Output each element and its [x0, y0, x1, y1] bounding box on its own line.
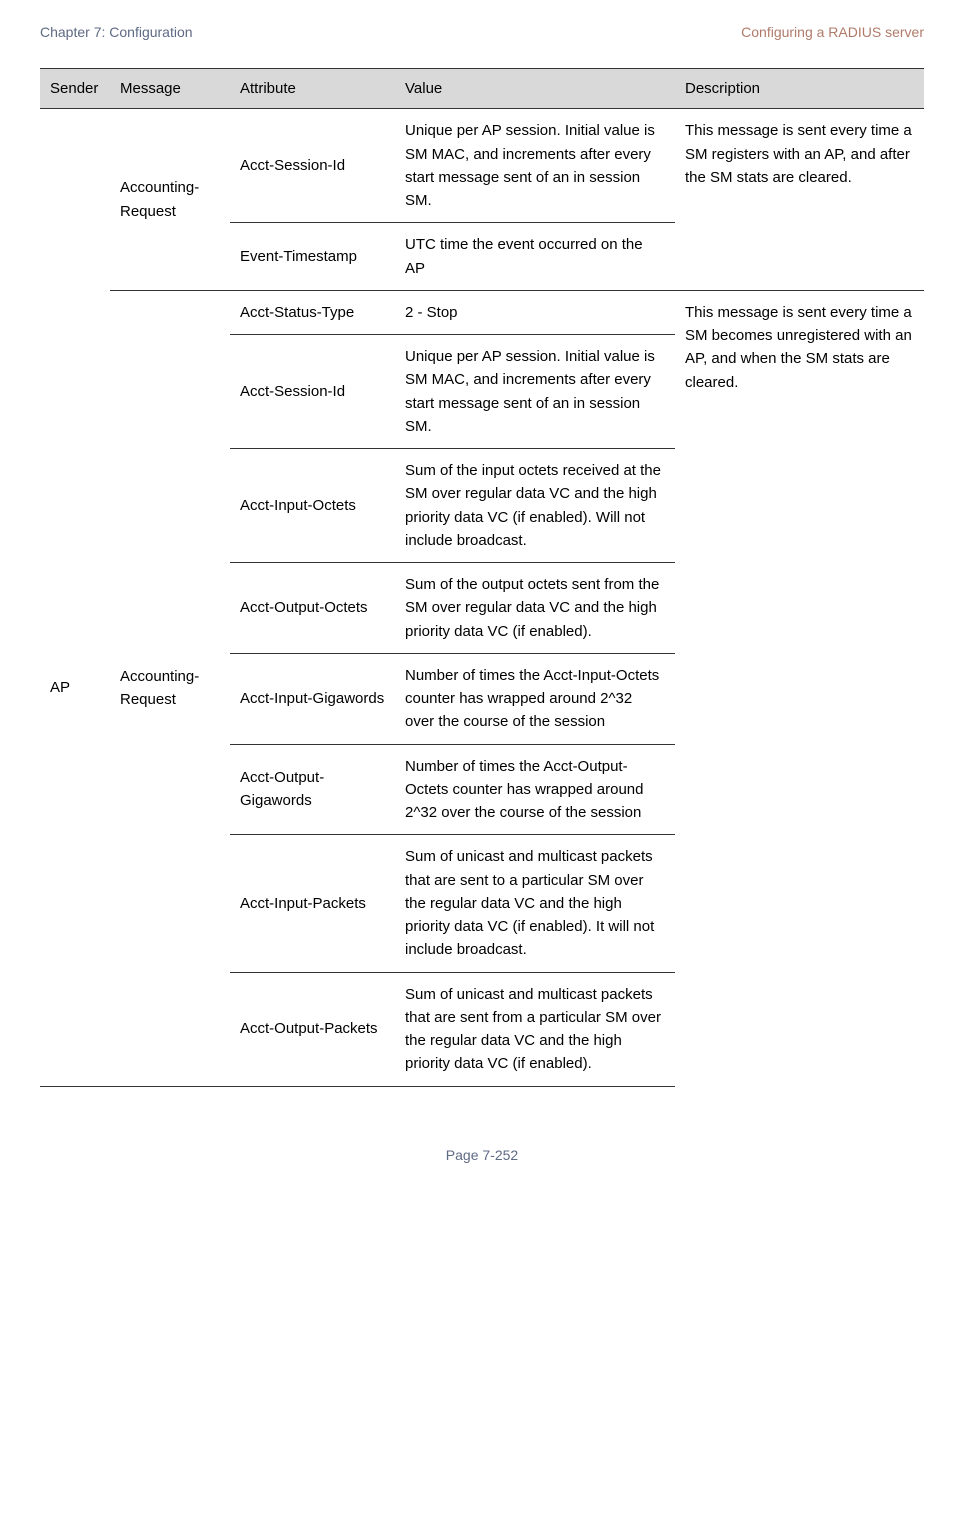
header-left: Chapter 7: Configuration [40, 24, 193, 40]
cell-value: Sum of unicast and multicast packets tha… [395, 972, 675, 1086]
th-attribute: Attribute [230, 69, 395, 109]
cell-attribute: Event-Timestamp [230, 223, 395, 291]
th-sender: Sender [40, 69, 110, 109]
table-row: AP Accounting-Request Acct-Status-Type 2… [40, 290, 924, 334]
cell-message: Accounting-Request [110, 290, 230, 1086]
cell-description: This message is sent every time a SM reg… [675, 109, 924, 291]
cell-attribute: Acct-Output-Octets [230, 563, 395, 654]
cell-value: 2 - Stop [395, 290, 675, 334]
cell-attribute: Acct-Output-Packets [230, 972, 395, 1086]
cell-attribute: Acct-Input-Gigawords [230, 653, 395, 744]
cell-value: Unique per AP session. Initial value is … [395, 109, 675, 223]
cell-value: Number of times the Acct-Output-Octets c… [395, 744, 675, 835]
cell-attribute: Acct-Input-Octets [230, 449, 395, 563]
th-value: Value [395, 69, 675, 109]
cell-attribute: Acct-Input-Packets [230, 835, 395, 972]
table-row: Accounting-Request Acct-Session-Id Uniqu… [40, 109, 924, 223]
page-header: Chapter 7: Configuration Configuring a R… [40, 24, 924, 40]
cell-value: Sum of the output octets sent from the S… [395, 563, 675, 654]
cell-sender: AP [40, 290, 110, 1086]
cell-value: Number of times the Acct-Input-Octets co… [395, 653, 675, 744]
page-container: Chapter 7: Configuration Configuring a R… [0, 0, 964, 1203]
cell-attribute: Acct-Status-Type [230, 290, 395, 334]
cell-sender [40, 109, 110, 291]
header-right: Configuring a RADIUS server [741, 24, 924, 40]
cell-attribute: Acct-Output-Gigawords [230, 744, 395, 835]
cell-value: Unique per AP session. Initial value is … [395, 335, 675, 449]
cell-value: UTC time the event occurred on the AP [395, 223, 675, 291]
cell-description: This message is sent every time a SM bec… [675, 290, 924, 1086]
cell-attribute: Acct-Session-Id [230, 109, 395, 223]
page-footer: Page 7-252 [40, 1147, 924, 1163]
th-message: Message [110, 69, 230, 109]
cell-message: Accounting-Request [110, 109, 230, 291]
th-description: Description [675, 69, 924, 109]
cell-value: Sum of unicast and multicast packets tha… [395, 835, 675, 972]
table-header-row: Sender Message Attribute Value Descripti… [40, 69, 924, 109]
cell-value: Sum of the input octets received at the … [395, 449, 675, 563]
radius-table: Sender Message Attribute Value Descripti… [40, 68, 924, 1087]
cell-attribute: Acct-Session-Id [230, 335, 395, 449]
